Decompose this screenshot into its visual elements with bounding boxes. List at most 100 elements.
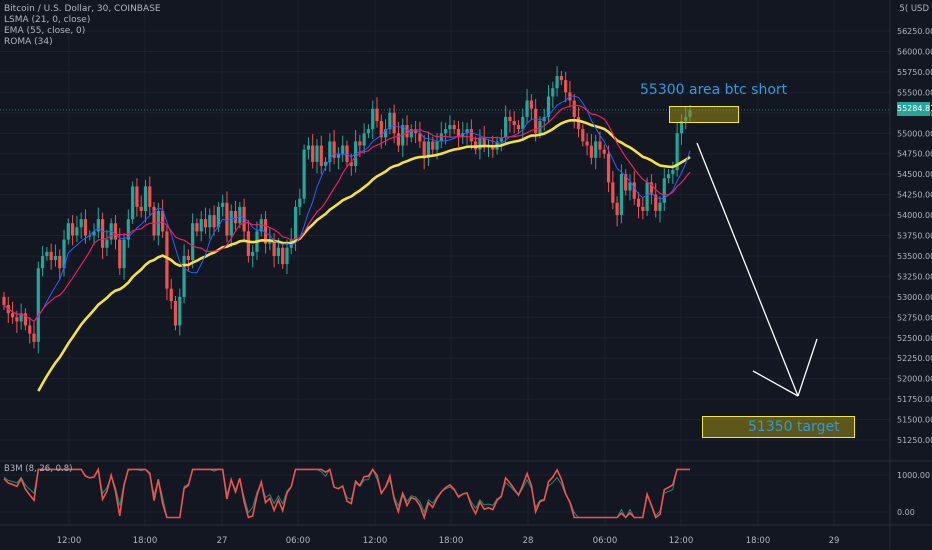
candle-body: [45, 251, 49, 256]
short-entry-box[interactable]: [669, 106, 739, 123]
lsma-line: [3, 95, 691, 323]
y-tick-label: 54250.00: [897, 191, 932, 200]
target-box[interactable]: [702, 416, 855, 438]
x-tick-label: 29: [829, 536, 840, 546]
candle-body: [83, 219, 88, 236]
candle-body: [564, 80, 568, 93]
candle-body: [178, 296, 182, 326]
candle-body: [405, 125, 409, 138]
candle-body: [658, 202, 662, 211]
candle-body: [675, 133, 679, 171]
candle-body: [366, 129, 371, 134]
candle-body: [79, 219, 83, 228]
candle-body: [679, 120, 684, 134]
candle-body: [422, 141, 426, 158]
candle-body: [23, 313, 28, 326]
candle-body: [439, 133, 443, 142]
x-tick-label: 18:00: [439, 536, 464, 546]
y-tick-label: 56000.00: [897, 47, 932, 56]
candle-body: [546, 96, 551, 117]
candle-body: [122, 239, 126, 269]
candle-body: [525, 100, 529, 117]
candle-body: [229, 210, 233, 236]
indicator-lsma-label: LSMA (21, 0, close): [4, 15, 91, 25]
y-tick-label: 53750.00: [897, 232, 932, 241]
candle-body: [469, 129, 473, 142]
x-tick-label: 18:00: [133, 536, 158, 546]
candle-body: [251, 251, 255, 256]
candle-body: [654, 194, 658, 211]
candle-body: [534, 108, 538, 134]
candle-body: [216, 206, 220, 228]
candle-body: [32, 333, 36, 342]
indicator-roma-label: ROMA (34): [4, 37, 53, 47]
candle-body: [2, 296, 6, 306]
candle-body: [521, 116, 525, 130]
candle-body: [15, 317, 19, 322]
candle-body: [143, 186, 148, 211]
y-tick-label: 55750.00: [897, 68, 932, 77]
y-tick-label: 54750.00: [897, 150, 932, 159]
osc-main-line: [3, 466, 690, 521]
candle-body: [512, 120, 516, 126]
candle-body: [508, 116, 512, 121]
candle-body: [529, 100, 533, 109]
candle-body: [383, 129, 388, 138]
candle-body: [358, 141, 362, 146]
candle-body: [452, 125, 456, 130]
candle-body: [212, 215, 216, 228]
candle-body: [319, 145, 323, 166]
candle-body: [341, 145, 345, 154]
candle-body: [628, 182, 632, 191]
candle-body: [19, 313, 23, 322]
last-price-tag: 55284.81: [897, 102, 932, 116]
candle-body: [615, 202, 619, 216]
chart-legend: Bitcoin / U.S. Dollar, 30, COINBASE LSMA…: [4, 4, 161, 48]
candle-body: [602, 149, 606, 154]
candle-body: [272, 239, 276, 256]
candle-body: [555, 75, 559, 89]
candle-body: [551, 88, 555, 97]
currency-label[interactable]: 5( USD: [899, 4, 929, 14]
candle-body: [118, 239, 122, 269]
short-annotation[interactable]: 55300 area btc short: [640, 82, 788, 98]
oscillator-label: B3M (8, 26, 0.8): [4, 464, 73, 474]
candle-body: [311, 145, 315, 162]
candle-body: [199, 219, 203, 232]
candle-body: [409, 129, 413, 138]
candle-body: [263, 219, 268, 244]
osc-tick-label: 0.00: [897, 508, 915, 517]
osc-signal-line: [3, 468, 691, 519]
candle-body: [131, 186, 135, 220]
candle-body: [126, 219, 130, 240]
candle-body: [238, 206, 242, 224]
candle-body: [559, 75, 563, 81]
candle-body: [10, 313, 15, 318]
candle-body: [641, 206, 645, 211]
candle-body: [191, 223, 195, 261]
y-tick-label: 52750.00: [897, 313, 932, 322]
candle-body: [444, 129, 448, 134]
x-tick-label: 12:00: [363, 536, 388, 546]
candle-body: [53, 255, 58, 261]
candle-body: [323, 161, 328, 166]
x-tick-label: 06:00: [286, 536, 311, 546]
y-tick-label: 54500.00: [897, 170, 932, 179]
candle-body: [611, 182, 615, 203]
y-tick-label: 54000.00: [897, 211, 932, 220]
roma-line: [3, 104, 691, 323]
candle-body: [221, 202, 225, 207]
candle-body: [426, 141, 431, 158]
candle-body: [538, 120, 542, 134]
candle-body: [392, 112, 396, 134]
target-annotation[interactable]: 51350 target: [748, 419, 840, 435]
candle-body: [246, 231, 250, 256]
candle-body: [40, 255, 45, 269]
candle-body: [328, 141, 332, 162]
y-tick-label: 53250.00: [897, 272, 932, 281]
candle-body: [465, 129, 469, 134]
candle-body: [482, 137, 486, 146]
y-tick-label: 52250.00: [897, 354, 932, 363]
